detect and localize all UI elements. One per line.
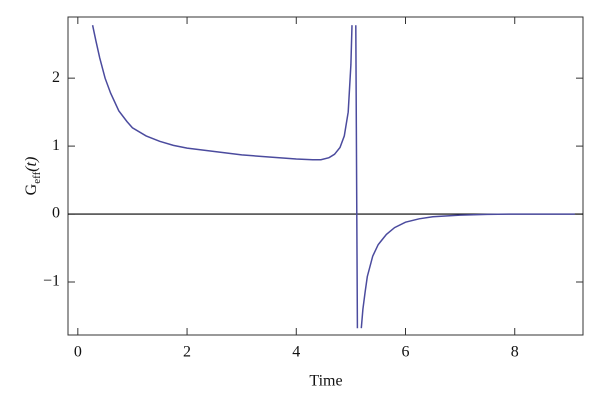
x-axis-label: Time (309, 373, 342, 390)
y-tick-label: −1 (43, 273, 60, 290)
y-tick-label: 0 (52, 205, 60, 222)
y-label-main: G (23, 183, 40, 195)
y-label-argument: (t) (23, 157, 40, 172)
x-tick-label: 2 (183, 344, 191, 361)
x-tick-label: 4 (292, 344, 300, 361)
x-tick-label: 6 (402, 344, 410, 361)
y-tick-label: 1 (52, 137, 60, 154)
y-label-subscript: eff (31, 171, 43, 183)
x-tick-label: 8 (511, 344, 519, 361)
y-tick-label: 2 (52, 69, 60, 86)
plot-frame (67, 16, 584, 336)
y-axis-label: Geff(t) (23, 157, 43, 196)
x-tick-label: 0 (74, 344, 82, 361)
line-series (91, 25, 575, 329)
